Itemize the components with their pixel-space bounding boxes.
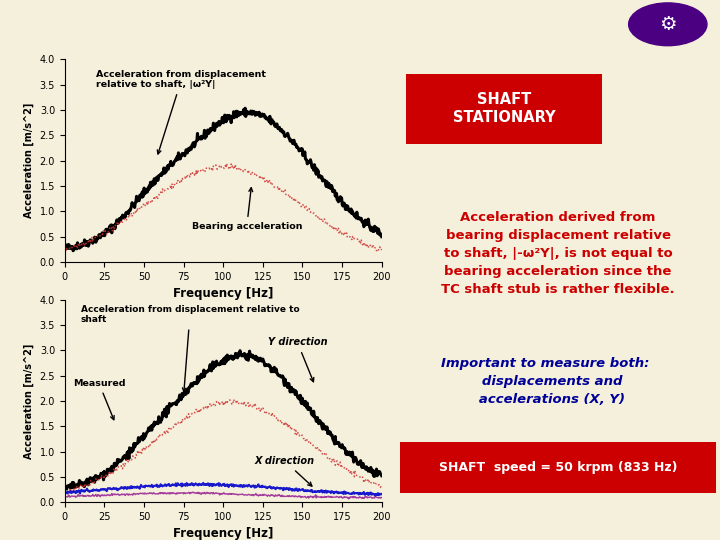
Text: Bearing acceleration: Bearing acceleration <box>192 188 302 231</box>
Text: Acceleration from displacement
relative to shaft, |ω²Y|: Acceleration from displacement relative … <box>96 70 266 154</box>
Bar <box>406 74 603 144</box>
Text: Important to measure both:
   displacements and
   accelerations (X, Y): Important to measure both: displacements… <box>441 357 649 406</box>
Text: Measured: Measured <box>73 379 125 420</box>
Text: ⚙: ⚙ <box>659 15 677 34</box>
Text: SHAFT  speed = 50 krpm (833 Hz): SHAFT speed = 50 krpm (833 Hz) <box>438 461 678 474</box>
Y-axis label: Acceleration [m/s^2]: Acceleration [m/s^2] <box>24 103 34 218</box>
Bar <box>400 442 716 493</box>
Text: SHAFT
STATIONARY: SHAFT STATIONARY <box>453 92 555 125</box>
Text: X direction: X direction <box>255 456 315 486</box>
X-axis label: Frequency [Hz]: Frequency [Hz] <box>173 287 274 300</box>
Text: Bearing acceleration & relative disp.: Bearing acceleration & relative disp. <box>12 10 588 38</box>
Text: Acceleration from displacement relative to
shaft: Acceleration from displacement relative … <box>81 305 300 392</box>
Text: Y direction: Y direction <box>268 338 327 382</box>
Text: Acceleration derived from
bearing displacement relative
to shaft, |-ω²Y|, is not: Acceleration derived from bearing displa… <box>441 211 675 296</box>
Ellipse shape <box>629 3 707 46</box>
X-axis label: Frequency [Hz]: Frequency [Hz] <box>173 528 274 540</box>
Y-axis label: Acceleration [m/s^2]: Acceleration [m/s^2] <box>24 343 34 458</box>
